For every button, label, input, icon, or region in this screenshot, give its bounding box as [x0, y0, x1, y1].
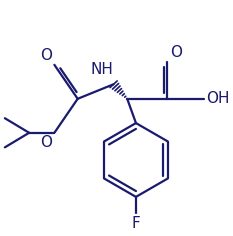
- Text: F: F: [132, 216, 140, 231]
- Text: O: O: [170, 45, 182, 60]
- Text: O: O: [41, 48, 52, 63]
- Text: O: O: [41, 135, 52, 150]
- Text: OH: OH: [206, 91, 229, 106]
- Text: NH: NH: [91, 63, 113, 77]
